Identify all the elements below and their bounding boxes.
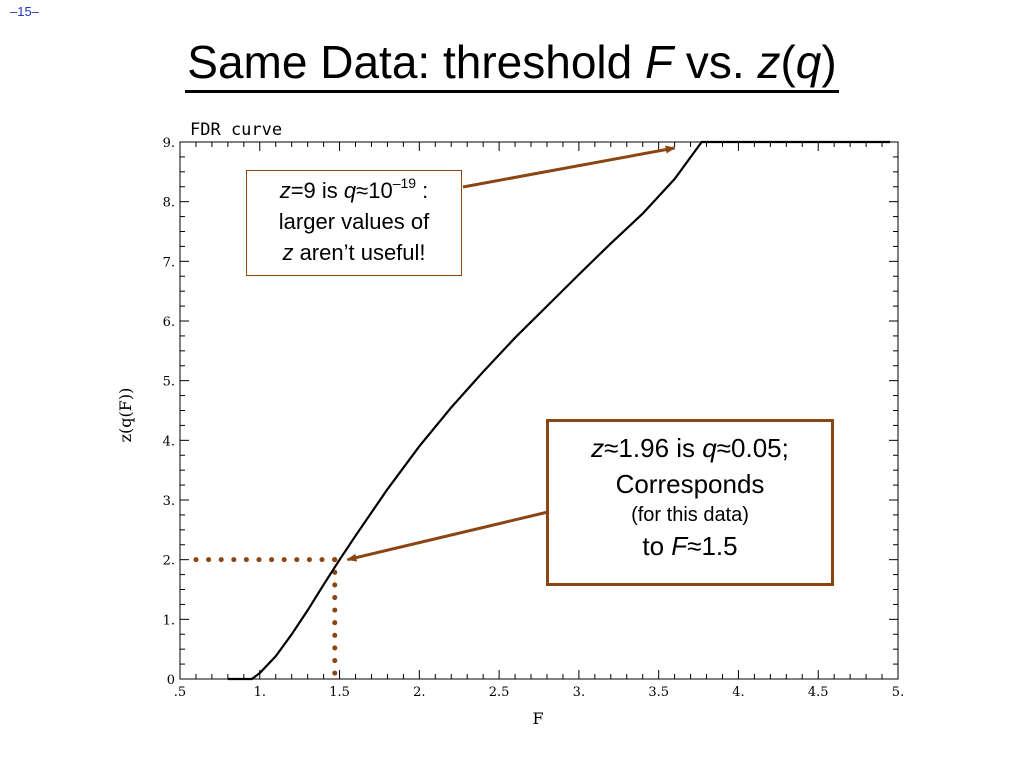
x-tick-label: 1. [254, 685, 266, 700]
slide-title: Same Data: threshold F vs. z(q) [0, 32, 1024, 93]
x-tick-label: 4.5 [808, 685, 829, 700]
y-tick-label: 1. [163, 613, 175, 628]
y-tick-label: 3. [163, 494, 175, 509]
x-tick-label: 3. [573, 685, 585, 700]
y-tick-label: 4. [163, 434, 175, 449]
callout-bottom-f: F [671, 531, 688, 561]
callout-top-colon: : [416, 178, 429, 203]
axis-ticks [179, 141, 899, 680]
callout-top-z2: z [282, 240, 294, 265]
y-tick-label: 8. [163, 196, 175, 211]
fdr-curve-line [227, 140, 890, 681]
x-tick-label: 5. [892, 685, 904, 700]
callout-bottom-line2: Corresponds [615, 469, 765, 499]
x-tick-label: .5 [174, 685, 186, 700]
callout-top-exp: –19 [392, 174, 417, 191]
y-tick-label: 5. [163, 375, 175, 390]
callout-top-approx: ≈10 [356, 178, 393, 203]
callout-bottom-mid: ≈1.96 is [604, 433, 703, 463]
annotation-arrow [346, 510, 549, 562]
x-tick-label: 4. [732, 685, 744, 700]
y-tick-label: 0 [167, 673, 175, 688]
chart-title: FDR curve [190, 120, 282, 140]
annotation-arrow [462, 145, 676, 189]
annotations [193, 145, 676, 682]
callout-top-q: q [343, 178, 357, 203]
y-tick-label: 9. [163, 136, 175, 151]
slide-number: –15– [10, 4, 39, 19]
y-tick-label: 2. [163, 554, 175, 569]
y-tick-labels: 0 1. 2. 3. 4. 5. 6. 7. 8. 9. [163, 136, 175, 688]
x-tick-label: 2.5 [489, 685, 510, 700]
x-tick-labels: .5 1. 1.5 2. 2.5 3. 3.5 4. 4.5 5. [174, 685, 904, 700]
callout-bottom-to: to [642, 531, 672, 561]
title-f: F [644, 36, 674, 88]
callout-top-line2: larger values of [278, 209, 430, 234]
title-paren-close: ) [821, 36, 837, 88]
title-vs: vs. [673, 36, 758, 88]
y-tick-label: 6. [163, 315, 175, 330]
callout-bottom-end: ≈0.05; [716, 433, 789, 463]
callout-top-eq: =9 is [290, 178, 344, 203]
x-axis-label: F [532, 709, 543, 728]
title-prefix: Same Data: threshold [187, 36, 645, 88]
title-q: q [795, 36, 822, 88]
callout-bottom-z: z [591, 433, 605, 463]
callout-top-z: z [279, 178, 291, 203]
x-tick-label: 3.5 [648, 685, 669, 700]
y-tick-label: 7. [163, 255, 175, 270]
callout-bottom-q: q [702, 433, 717, 463]
x-tick-label: 2. [413, 685, 425, 700]
title-z: z [757, 36, 781, 88]
callout-bottom-f-value: ≈1.5 [687, 531, 738, 561]
callout-top-line3: aren’t useful! [293, 240, 426, 265]
callout-z196: z≈1.96 is q≈0.05; Corresponds (for this … [546, 419, 834, 586]
title-paren-open: ( [780, 36, 796, 88]
x-tick-label: 1.5 [329, 685, 350, 700]
callout-bottom-line3: (for this data) [631, 504, 749, 526]
y-axis-label: z(q(F)) [116, 388, 135, 443]
callout-z9: z=9 is q≈10–19 : larger values of z aren… [246, 170, 462, 276]
